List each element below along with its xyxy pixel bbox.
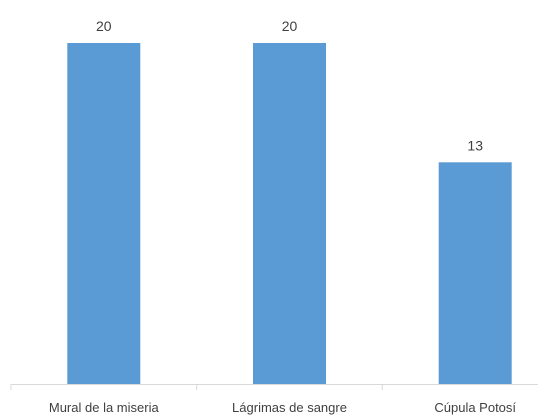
data-labels-layer: 20 Mural de la miseria 20 Lágrimas de sangr… [49,18,517,415]
bar-2 [253,43,326,384]
data-label-3: 13 [467,137,483,153]
bars-layer [67,43,512,384]
bar-1 [67,43,141,384]
x-tick-label-3: Cúpula Potosí [434,400,516,415]
bar-3 [438,162,512,384]
data-label-1: 20 [96,18,112,34]
x-tick-label-1: Mural de la miseria [49,400,160,415]
data-label-2: 20 [282,18,298,34]
x-axis [10,384,538,390]
x-tick-label-2: Lágrimas de sangre [232,400,347,415]
